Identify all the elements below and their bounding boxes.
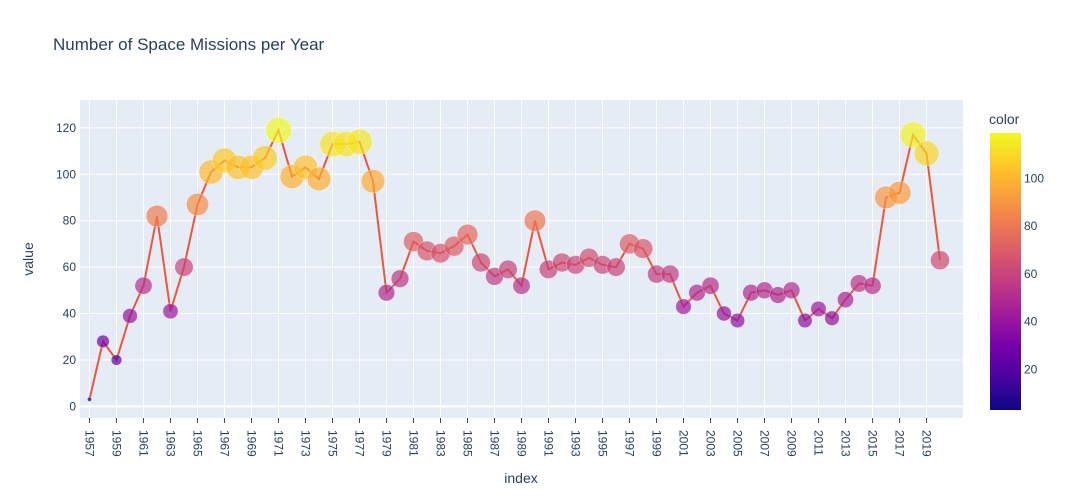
data-point[interactable] (782, 281, 801, 299)
data-point[interactable] (498, 259, 518, 279)
data-point[interactable] (660, 264, 680, 284)
chart-title: Number of Space Missions per Year (53, 35, 325, 54)
data-point[interactable] (632, 238, 654, 259)
data-point[interactable] (174, 257, 194, 277)
data-point[interactable] (87, 397, 92, 402)
data-point[interactable] (716, 305, 732, 322)
x-tick-label: 2003 (704, 430, 718, 457)
data-point[interactable] (186, 193, 209, 216)
x-tick-label: 2019 (920, 430, 934, 457)
x-axis-ticks: 1957 1959 1961 1963 1965 1967 1969 1971 1973 1975… (82, 418, 934, 457)
data-point[interactable] (456, 224, 479, 246)
x-tick-label: 1997 (623, 430, 637, 457)
x-tick-label: 2015 (866, 430, 880, 457)
x-tick-label: 1993 (569, 430, 583, 457)
grid-lines (80, 100, 963, 418)
data-point[interactable] (606, 257, 626, 277)
y-tick-label: 0 (69, 399, 76, 413)
data-point[interactable] (887, 181, 912, 205)
colorbar-tick-label: 40 (1024, 315, 1038, 329)
x-tick-label: 1987 (487, 430, 501, 457)
colorbar (990, 133, 1021, 410)
data-point[interactable] (512, 276, 531, 295)
x-tick-label: 1991 (542, 430, 556, 457)
colorbar-tick-label: 100 (1024, 171, 1044, 185)
data-point[interactable] (524, 209, 546, 232)
markers (87, 116, 950, 402)
data-point[interactable] (134, 276, 153, 295)
x-tick-label: 1965 (190, 430, 204, 457)
data-point[interactable] (471, 252, 491, 273)
x-tick-label: 1961 (136, 430, 150, 457)
y-tick-label: 20 (63, 353, 77, 367)
colorbar-tick-label: 20 (1024, 362, 1038, 376)
data-point[interactable] (824, 310, 840, 326)
data-point[interactable] (443, 236, 465, 257)
x-tick-label: 2005 (731, 430, 745, 457)
colorbar-title: color (989, 111, 1020, 127)
data-point[interactable] (377, 284, 396, 302)
y-tick-label: 40 (63, 307, 77, 321)
y-axis-ticks: 0 20 40 60 80 100 120 (56, 121, 76, 414)
data-point[interactable] (265, 116, 292, 144)
data-point[interactable] (797, 313, 813, 328)
data-point[interactable] (390, 269, 410, 288)
y-tick-label: 80 (63, 214, 77, 228)
x-tick-label: 2009 (785, 430, 799, 457)
data-point[interactable] (110, 354, 123, 366)
data-point[interactable] (252, 145, 278, 171)
y-tick-label: 120 (56, 121, 76, 135)
colorbar-ticks: 20 40 60 80 100 (1024, 171, 1044, 376)
x-tick-label: 1983 (433, 430, 447, 457)
data-point[interactable] (361, 169, 385, 194)
x-tick-label: 1979 (379, 430, 393, 457)
x-tick-label: 2007 (758, 430, 772, 457)
data-point[interactable] (863, 276, 882, 295)
x-tick-label: 1981 (406, 430, 420, 457)
data-point[interactable] (346, 128, 373, 155)
colorbar-tick-label: 60 (1024, 267, 1038, 281)
x-tick-label: 1969 (244, 430, 258, 457)
data-point[interactable] (810, 300, 827, 317)
x-tick-label: 1977 (352, 430, 366, 457)
data-point[interactable] (837, 291, 854, 308)
x-tick-label: 1973 (298, 430, 312, 457)
data-point[interactable] (930, 250, 950, 270)
x-tick-label: 1989 (515, 430, 529, 457)
x-tick-label: 2017 (893, 430, 907, 457)
x-tick-label: 1963 (163, 430, 177, 457)
x-tick-label: 2001 (677, 430, 691, 457)
data-point[interactable] (162, 303, 179, 320)
x-tick-label: 1957 (82, 430, 96, 457)
x-tick-label: 1999 (650, 430, 664, 457)
data-point[interactable] (913, 140, 940, 167)
x-tick-label: 1967 (217, 430, 231, 457)
x-tick-label: 1959 (109, 430, 123, 457)
x-axis-title: index (504, 470, 537, 486)
data-point[interactable] (96, 334, 110, 348)
y-axis-title: value (20, 242, 36, 276)
data-point[interactable] (145, 205, 169, 228)
x-tick-label: 2011 (812, 430, 826, 456)
y-tick-label: 60 (63, 260, 77, 274)
x-tick-label: 1985 (460, 430, 474, 457)
data-point[interactable] (122, 308, 138, 324)
y-tick-label: 100 (56, 167, 76, 181)
data-point[interactable] (701, 276, 720, 295)
x-tick-label: 2013 (839, 430, 853, 457)
x-tick-label: 1995 (596, 430, 610, 457)
data-point[interactable] (899, 121, 927, 148)
colorbar-tick-label: 80 (1024, 219, 1038, 233)
data-point[interactable] (730, 313, 745, 328)
data-point[interactable] (306, 166, 332, 191)
x-tick-label: 1975 (325, 430, 339, 457)
data-point[interactable] (675, 298, 692, 315)
x-tick-label: 1971 (271, 430, 285, 457)
